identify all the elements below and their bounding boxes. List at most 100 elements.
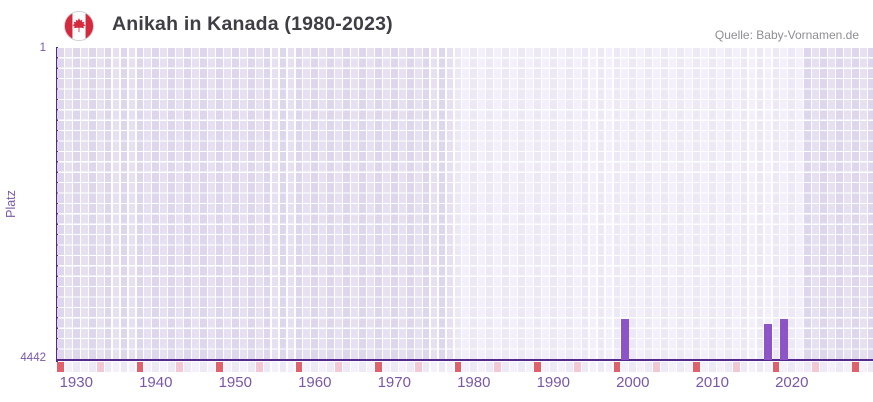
axis-marker-red — [772, 362, 780, 372]
grid-column — [255, 48, 263, 360]
axis-strip-cell — [756, 362, 764, 372]
axis-marker-red — [136, 362, 144, 372]
axis-strip-cell — [200, 362, 207, 372]
x-tick-1950: 1950 — [218, 374, 252, 391]
grid-column — [287, 48, 295, 360]
grid-column — [375, 48, 382, 360]
axis-strip-cell — [239, 362, 247, 372]
x-tick-2000: 2000 — [616, 374, 650, 391]
axis-strip-cell — [605, 362, 613, 372]
grid-column — [327, 48, 335, 360]
axis-marker-red — [295, 362, 303, 372]
grid-column — [653, 48, 660, 360]
grid-column — [613, 48, 621, 360]
x-tick-1970: 1970 — [377, 374, 411, 391]
bar-2019[interactable] — [779, 319, 788, 360]
y-axis-title-wrap: Platz — [0, 48, 22, 360]
axis-marker-red — [375, 362, 382, 372]
grid-column — [589, 48, 597, 360]
x-tick-1930: 1930 — [59, 374, 93, 391]
axis-strip-cell — [184, 362, 191, 372]
grid-column — [64, 48, 72, 360]
axis-marker-red — [454, 362, 462, 372]
axis-strip-cell — [700, 362, 708, 372]
grid-column — [748, 48, 756, 360]
grid-column — [216, 48, 223, 360]
axis-strip-cell — [541, 362, 549, 372]
grid-column — [57, 48, 64, 360]
y-axis-title: Platz — [4, 190, 19, 218]
grid-column — [128, 48, 136, 360]
axis-strip-cell — [104, 362, 112, 372]
axis-strip-cell — [510, 362, 517, 372]
grid-column — [867, 48, 873, 360]
grid-column — [335, 48, 342, 360]
x-tick-1980: 1980 — [457, 374, 491, 391]
grid-column — [208, 48, 215, 360]
grid-column — [740, 48, 748, 360]
grid-column — [788, 48, 796, 360]
axis-strip-cell — [72, 362, 80, 372]
axis-strip-cell — [303, 362, 311, 372]
grid-column — [804, 48, 812, 360]
grid-column — [693, 48, 700, 360]
axis-strip-cell — [597, 362, 605, 372]
grid-column — [836, 48, 843, 360]
canada-flag-icon — [64, 11, 94, 41]
grid-column — [597, 48, 605, 360]
grid-column — [534, 48, 541, 360]
axis-strip-cell — [168, 362, 176, 372]
axis-marker-pink — [653, 362, 660, 372]
grid-column — [478, 48, 486, 360]
axis-strip-cell — [382, 362, 390, 372]
axis-strip-cell — [716, 362, 724, 372]
axis-strip-cell — [526, 362, 533, 372]
axis-strip-cell — [208, 362, 215, 372]
axis-strip-cell — [112, 362, 120, 372]
bar-1999[interactable] — [620, 319, 629, 360]
grid-column — [311, 48, 319, 360]
grid-column — [231, 48, 239, 360]
grid-column — [859, 48, 867, 360]
grid-column — [303, 48, 311, 360]
grid-column — [732, 48, 740, 360]
source-credit: Quelle: Baby-Vornamen.de — [714, 28, 859, 42]
axis-strip-cell — [311, 362, 319, 372]
axis-strip-cell — [565, 362, 573, 372]
grid-column — [295, 48, 303, 360]
grid-column — [764, 48, 772, 360]
axis-strip-cell — [430, 362, 438, 372]
axis-strip-cell — [390, 362, 398, 372]
grid-column — [446, 48, 454, 360]
grid-column — [144, 48, 152, 360]
x-axis-line — [55, 359, 873, 362]
grid-column — [343, 48, 350, 360]
axis-marker-pink — [812, 362, 819, 372]
grid-column — [637, 48, 645, 360]
axis-marker-red — [57, 362, 64, 372]
bar-2017[interactable] — [763, 324, 772, 360]
axis-strip-cell — [343, 362, 350, 372]
axis-marker-red — [216, 362, 223, 372]
axis-strip-cell — [192, 362, 199, 372]
grid-column — [88, 48, 96, 360]
grid-column — [549, 48, 557, 360]
x-axis-labels: 1930 1940 1950 1960 1970 1980 1990 2000 2010 2020 — [57, 374, 873, 394]
axis-strip-cell — [287, 362, 295, 372]
grid-column — [669, 48, 676, 360]
axis-strip-cell — [144, 362, 152, 372]
grid-column — [382, 48, 390, 360]
axis-strip-cell — [279, 362, 287, 372]
axis-strip-cell — [327, 362, 335, 372]
grid-column — [557, 48, 565, 360]
grid-column — [645, 48, 653, 360]
y-axis-line — [55, 47, 58, 362]
grid-column — [271, 48, 279, 360]
axis-strip-cell — [677, 362, 684, 372]
axis-strip-cell — [80, 362, 88, 372]
axis-strip-cell — [128, 362, 136, 372]
axis-strip-cell — [486, 362, 494, 372]
axis-strip-cell — [438, 362, 446, 372]
grid-column — [136, 48, 144, 360]
